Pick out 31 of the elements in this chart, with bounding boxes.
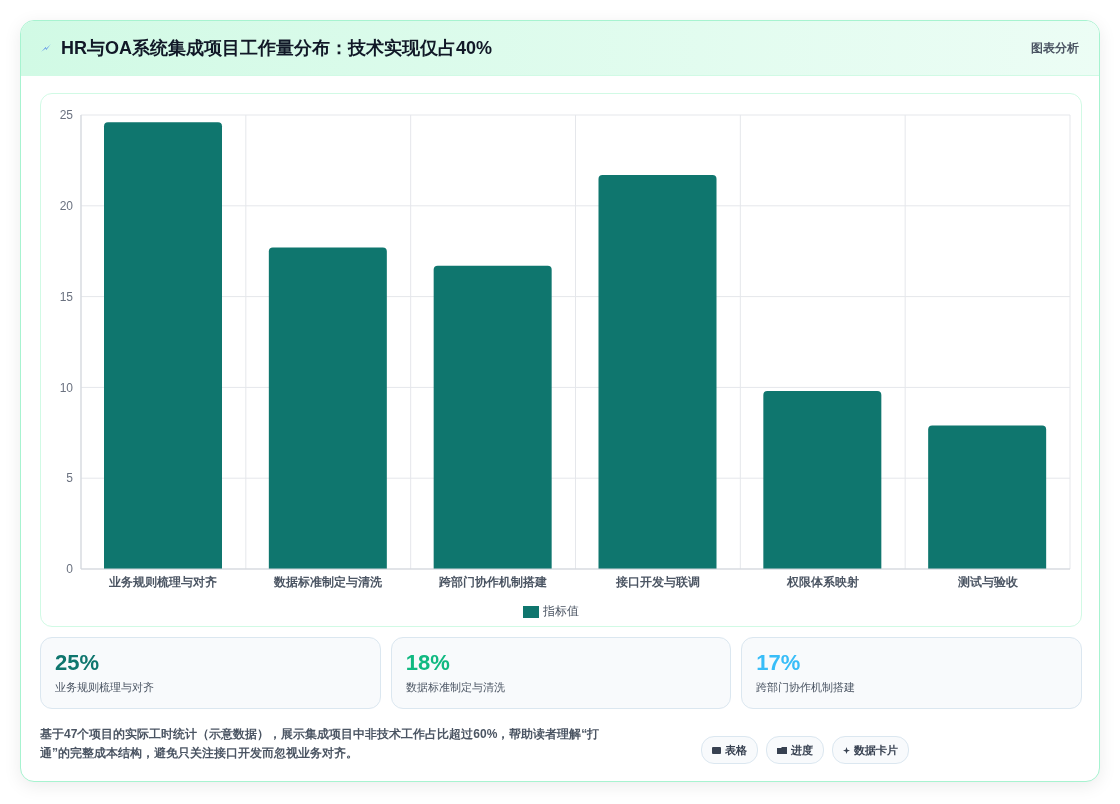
y-tick-label: 5 (66, 471, 74, 486)
text: 数据卡片 (854, 742, 898, 758)
text: 18% (405, 650, 451, 676)
text: 跨部门协作机制搭建 (756, 680, 857, 695)
text: 业务规则梳理与对齐 (55, 680, 155, 695)
bar (928, 425, 1047, 569)
bar (598, 174, 717, 569)
text: 图表分析 (1031, 39, 1079, 57)
text: 进度 (791, 742, 813, 758)
x-tick-label: 测试与验收 (956, 574, 1019, 589)
chart-title: HR与OA系统集成项目工作量分布：技术实现仅占40% (61, 37, 494, 60)
y-tick-label: 25 (59, 108, 74, 123)
y-tick-label: 0 (66, 562, 74, 577)
bar (433, 265, 552, 569)
text: 基于47个项目的实际工时统计（示意数据），展示集成项目中非技术工作占比超过60%，帮助读者理解“打通”的完整成本结构，避免只关注接口开发而忽视业务对齐。 (40, 726, 601, 762)
x-tick-label: 业务规则梳理与对齐 (108, 574, 218, 589)
text: 17% (756, 650, 802, 676)
x-tick-label: 接口开发与联调 (614, 574, 700, 589)
legend-label: 指标值 (542, 604, 579, 618)
bar (763, 391, 882, 569)
x-tick-label: 跨部门协作机制搭建 (438, 574, 548, 589)
x-tick-label: 数据标准制定与清洗 (273, 574, 384, 589)
text: 25% (55, 650, 101, 676)
bar (268, 247, 387, 569)
y-tick-label: 10 (59, 380, 74, 395)
y-tick-label: 20 (59, 199, 74, 214)
x-tick-label: 权限体系映射 (785, 574, 859, 589)
text: 数据标准制定与清洗 (405, 680, 506, 695)
y-tick-label: 15 (59, 289, 74, 304)
text: 表格 (725, 742, 747, 758)
bar (104, 122, 222, 569)
